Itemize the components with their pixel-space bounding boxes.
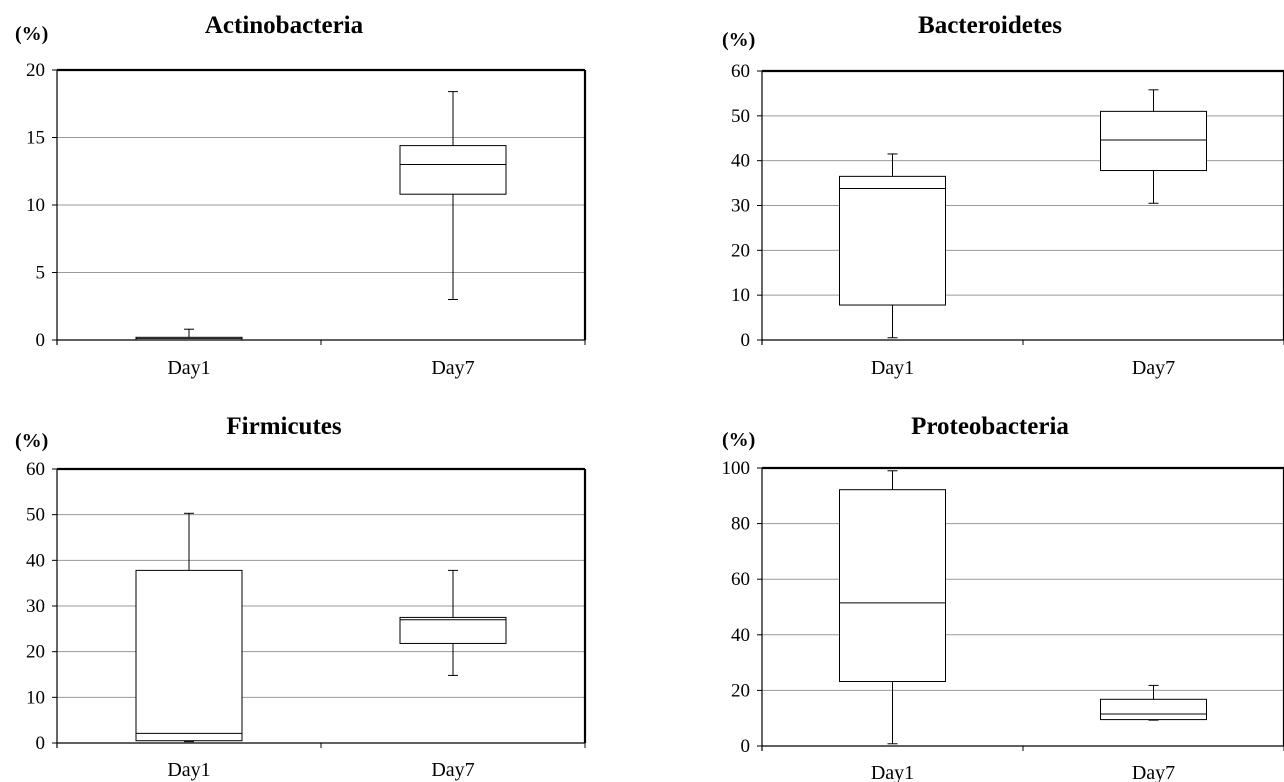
y-tick-label: 30 [26, 596, 45, 617]
y-tick-label: 0 [741, 736, 751, 757]
x-category-label: Day7 [431, 759, 474, 781]
y-tick-label: 40 [26, 550, 45, 571]
y-axis-label: (%) [15, 430, 48, 452]
y-tick-label: 100 [722, 458, 751, 479]
chart-title: Proteobacteria [911, 413, 1069, 440]
x-category-label: Day1 [871, 762, 914, 782]
y-tick-label: 15 [26, 128, 45, 149]
y-tick-label: 0 [36, 733, 46, 754]
y-tick-label: 20 [26, 642, 45, 663]
y-tick-label: 10 [731, 285, 750, 306]
box-iqr [399, 616, 507, 644]
box-iqr [839, 489, 946, 683]
y-tick-label: 40 [731, 151, 750, 172]
chart-panel: Bacteroidetes (%) 0 10 20 30 40 50 60 Day1 Day7 [722, 12, 1284, 379]
y-tick-label: 60 [731, 61, 750, 82]
y-tick-label: 40 [731, 625, 750, 646]
chart-panel: Firmicutes (%) 0 10 20 30 40 50 60 Day1 Day7 [15, 413, 587, 781]
y-axis-label: (%) [15, 23, 48, 45]
chart-title: Actinobacteria [205, 12, 364, 39]
x-category-label: Day1 [167, 759, 210, 781]
y-tick-label: 50 [26, 505, 45, 526]
chart-panel: Actinobacteria (%) 0 5 10 15 20 Day1 Day7 [15, 12, 587, 379]
y-axis-label: (%) [722, 429, 755, 451]
y-tick-label: 20 [731, 680, 750, 701]
x-category-label: Day7 [431, 357, 474, 379]
chart-panel: Proteobacteria (%) 0 20 40 60 80 100 Day1 Day7 [722, 413, 1284, 782]
y-tick-label: 30 [731, 196, 750, 217]
box-iqr [135, 569, 243, 742]
box-iqr [399, 145, 507, 195]
y-tick-label: 0 [741, 330, 751, 351]
y-tick-label: 0 [36, 330, 46, 351]
box-iqr [1100, 110, 1207, 172]
chart-title: Firmicutes [226, 413, 342, 440]
x-category-label: Day7 [1132, 357, 1175, 379]
x-category-label: Day7 [1132, 762, 1175, 782]
y-tick-label: 10 [26, 687, 45, 708]
y-tick-label: 50 [731, 106, 750, 127]
y-tick-label: 60 [731, 569, 750, 590]
y-tick-label: 60 [26, 459, 45, 480]
y-axis-label: (%) [722, 29, 755, 51]
x-category-label: Day1 [167, 357, 210, 379]
box-iqr [1100, 698, 1207, 721]
y-tick-label: 5 [36, 263, 46, 284]
y-tick-label: 20 [26, 60, 45, 81]
y-tick-label: 80 [731, 514, 750, 535]
y-tick-label: 20 [731, 240, 750, 261]
x-category-label: Day1 [871, 357, 914, 379]
box-iqr [839, 175, 946, 306]
y-tick-label: 10 [26, 195, 45, 216]
chart-title: Bacteroidetes [918, 12, 1062, 39]
